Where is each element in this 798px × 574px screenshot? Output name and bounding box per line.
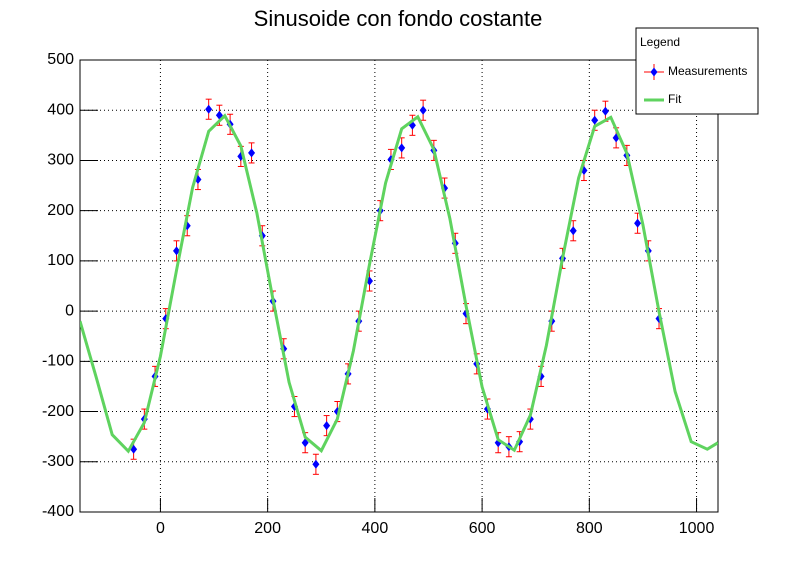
marker <box>634 218 642 228</box>
y-tick-label: 400 <box>47 101 74 118</box>
legend-label: Measurements <box>668 64 747 78</box>
marker <box>419 105 427 115</box>
y-tick-label: -100 <box>42 353 74 370</box>
marker <box>312 459 320 469</box>
legend-swatch <box>650 67 658 77</box>
y-tick-label: 200 <box>47 202 74 219</box>
marker <box>173 246 181 256</box>
x-tick-label: 400 <box>362 520 389 537</box>
x-tick-label: 0 <box>156 520 165 537</box>
marker <box>323 421 331 431</box>
marker <box>569 226 577 236</box>
y-tick-label: 500 <box>47 51 74 68</box>
marker <box>205 104 213 114</box>
chart-title: Sinusoide con fondo costante <box>254 6 543 31</box>
marker <box>248 148 256 158</box>
x-tick-label: 200 <box>254 520 281 537</box>
fit-line <box>80 113 718 454</box>
y-tick-label: 0 <box>65 302 74 319</box>
legend-label: Fit <box>668 92 682 106</box>
marker <box>601 106 609 116</box>
marker <box>398 143 406 153</box>
plot-frame <box>79 59 719 513</box>
y-tick-label: 100 <box>47 252 74 269</box>
marker <box>591 115 599 125</box>
legend-title: Legend <box>640 35 680 49</box>
y-tick-label: 300 <box>47 152 74 169</box>
x-tick-label: 1000 <box>679 520 715 537</box>
x-tick-label: 600 <box>469 520 496 537</box>
y-tick-label: -400 <box>42 503 74 520</box>
y-tick-label: -300 <box>42 453 74 470</box>
x-tick-label: 800 <box>576 520 603 537</box>
y-tick-label: -200 <box>42 403 74 420</box>
